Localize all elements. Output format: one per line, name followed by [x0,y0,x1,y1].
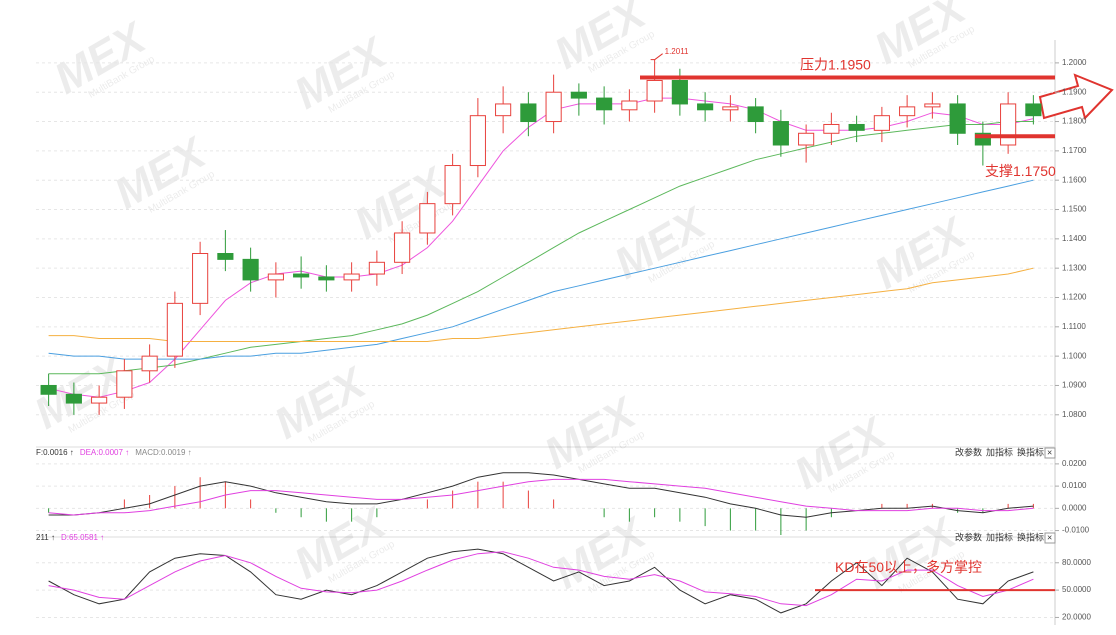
candle-body [394,232,411,263]
candle-body [40,384,57,395]
candle-body [368,261,385,275]
indicator-value: MACD:0.0019 ↑ [135,448,191,457]
toolbar-button[interactable]: 加指标 [986,531,1013,542]
y-tick-label: 1.1900 [1062,87,1087,96]
candle-body [596,97,613,111]
y-tick-label: 1.1600 [1062,175,1087,184]
y-tick-label: 1.1200 [1062,293,1087,302]
indicator-value: F:0.0016 ↑ [36,448,74,457]
y-tick-label: 1.2000 [1062,58,1087,67]
y-tick-label: 80.0000 [1062,558,1091,567]
y-tick-label: 1.1300 [1062,263,1087,272]
toolbar-button[interactable]: 改参数 [955,531,982,542]
y-tick-label: -0.0100 [1062,526,1090,535]
candle-body [91,396,108,404]
y-tick-label: 20.0000 [1062,613,1091,622]
candle-body [192,253,209,304]
arrow-icon [1038,73,1114,120]
candle-body [469,115,486,167]
close-box [1044,532,1056,544]
candle-body [873,115,890,131]
y-tick-label: 1.1800 [1062,117,1087,126]
high-label: 1.2011 [665,47,689,56]
y-tick-label: 1.1000 [1062,351,1087,360]
candle-body [974,132,991,146]
close-button[interactable]: × [1047,447,1052,457]
candle-body [722,106,739,111]
candle-body [899,106,916,117]
candle-body [848,123,865,131]
indicator-value: 211 ↑ [36,533,55,542]
high-marker [650,53,663,61]
level-label: 支撑1.1750 [985,163,1056,179]
y-tick-label: 0.0100 [1062,481,1087,490]
candle-body [949,103,966,134]
ma-line [48,548,1034,614]
candle-body [267,273,284,281]
candle-body [747,106,764,123]
toolbar-button[interactable]: 换指标 [1017,531,1044,542]
y-tick-label: 1.1700 [1062,146,1087,155]
candle-body [697,103,714,111]
candle-body [242,258,259,281]
level-label: 压力1.1950 [800,56,871,72]
ma-line [48,267,1034,342]
candle-body [621,100,638,111]
ma-line [48,478,1034,516]
y-tick-label: 1.0800 [1062,410,1087,419]
candle-body [772,121,789,146]
candle-body [293,273,310,278]
candle-body [545,91,562,123]
ma-line [48,97,1034,398]
y-tick-label: 1.1400 [1062,234,1087,243]
toolbar-button[interactable]: 加指标 [986,446,1013,457]
y-tick-label: 0.0000 [1062,503,1087,512]
candle-body [1000,103,1017,146]
ma-line [48,472,1034,518]
candle-body [444,165,461,205]
indicator-value: DEA:0.0007 ↑ [80,448,129,457]
toolbar-button[interactable]: 改参数 [955,446,982,457]
close-button[interactable]: × [1047,532,1052,542]
candle-body [141,355,158,372]
candle-body [823,123,840,134]
y-tick-label: 50.0000 [1062,585,1091,594]
candle-body [570,91,587,99]
y-tick-label: 0.0200 [1062,459,1087,468]
candle-body [217,253,234,260]
candle-body [166,302,183,357]
candle-body [798,132,815,146]
candle-body [318,276,335,281]
candle-body [520,103,537,123]
indicator-value: D:65.0581 ↑ [61,533,104,542]
candle-body [1025,103,1042,117]
y-tick-label: 1.0900 [1062,381,1087,390]
close-box [1044,447,1056,459]
ma-line [48,551,1034,607]
candle-body [671,79,688,105]
ma-line [48,121,1034,375]
y-tick-label: 1.1100 [1062,322,1086,331]
toolbar-button[interactable]: 换指标 [1017,446,1044,457]
candle-body [646,79,663,102]
candle-body [495,103,512,117]
level-label: KD在50以上，多方掌控 [835,559,982,575]
candle-body [116,370,133,398]
ma-line [48,179,1034,360]
y-tick-label: 1.1500 [1062,205,1087,214]
candle-body [343,273,360,281]
candle-body [924,103,941,108]
candle-body [419,203,436,234]
candle-body [65,393,82,404]
